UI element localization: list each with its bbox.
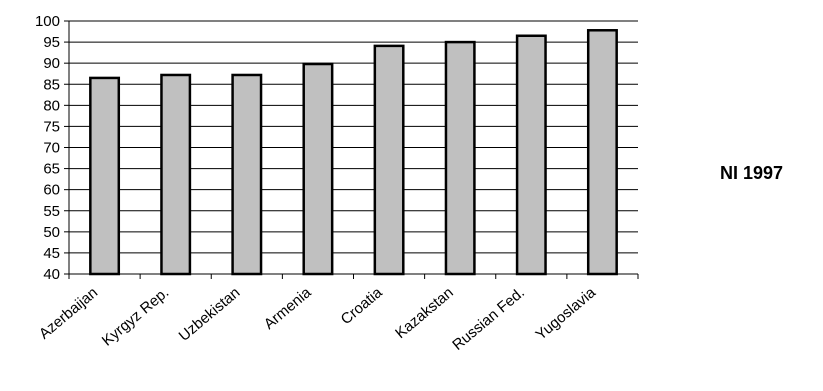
bar xyxy=(444,40,476,276)
bar xyxy=(586,29,618,276)
x-tick-label: Kyrgyz Rep. xyxy=(99,284,173,350)
y-tick-label: 65 xyxy=(43,161,60,178)
y-tick-label: 75 xyxy=(43,118,60,135)
bar xyxy=(160,73,192,276)
x-tick-label: Yugoslavia xyxy=(532,284,599,344)
y-tick-label: 40 xyxy=(43,266,60,283)
axes xyxy=(64,20,639,279)
x-tick-label: Kazakstan xyxy=(392,284,457,342)
bars-group xyxy=(89,29,618,276)
bar xyxy=(515,34,547,276)
y-tick-label: 55 xyxy=(43,203,60,220)
bar xyxy=(89,76,121,276)
x-tick-label: Uzbekistan xyxy=(176,284,244,345)
x-tick-label: Armenia xyxy=(261,284,315,333)
y-tick-label: 70 xyxy=(43,140,60,157)
y-tick-label: 85 xyxy=(43,76,60,93)
y-tick-label: 45 xyxy=(43,245,60,262)
legend-series-label: NI 1997 xyxy=(720,163,784,183)
y-tick-label: 80 xyxy=(43,97,60,114)
bar xyxy=(302,62,334,276)
x-tick-label: Russian Fed. xyxy=(449,284,528,354)
grid-lines xyxy=(69,20,638,254)
y-tick-label: 50 xyxy=(43,224,60,241)
y-tick-label: 95 xyxy=(43,34,60,51)
y-tick-label: 90 xyxy=(43,55,60,72)
bar xyxy=(373,44,405,276)
bar xyxy=(231,73,263,276)
y-tick-label: 100 xyxy=(35,13,60,30)
y-tick-label: 60 xyxy=(43,182,60,199)
y-tick-labels: 40 45 50 55 60 65 70 75 80 85 90 95 100 xyxy=(35,13,60,283)
x-tick-label: Azerbaijan xyxy=(36,284,101,343)
x-tick-label: Croatia xyxy=(338,284,386,329)
